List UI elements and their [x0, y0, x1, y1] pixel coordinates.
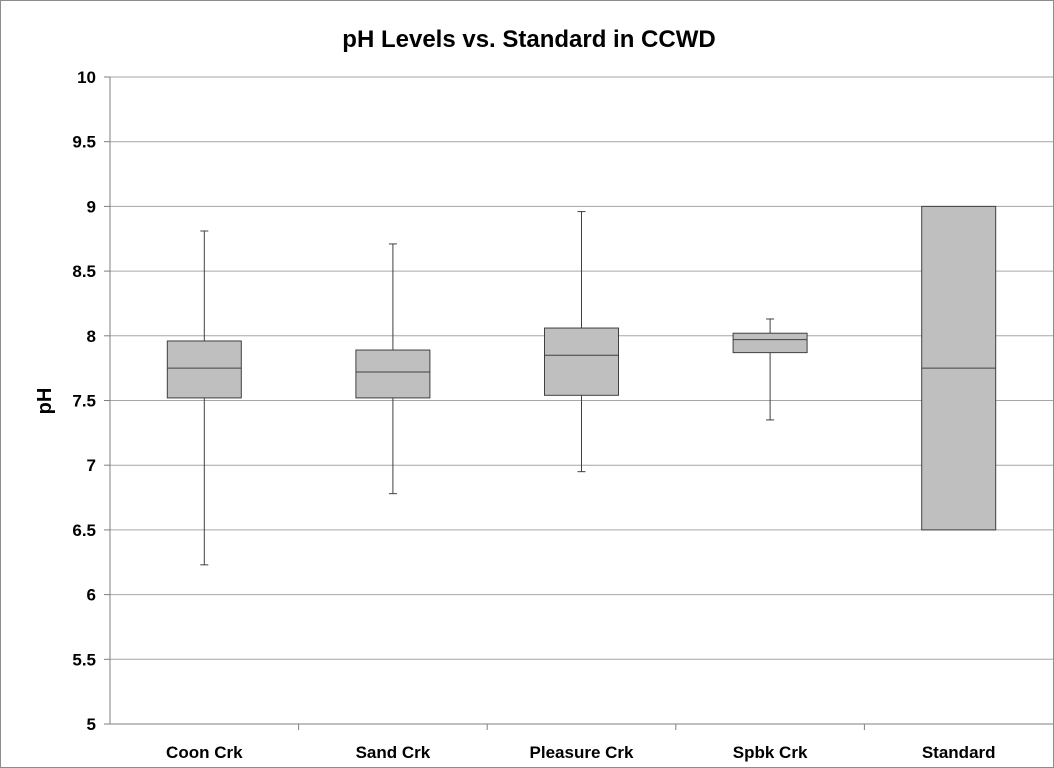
y-tick-label: 10 — [77, 68, 96, 87]
box-coon-crk — [166, 230, 242, 566]
axes — [104, 76, 1053, 730]
y-tick-labels: 5 5.5 6 6.5 7 7.5 8 8.5 9 9.5 10 — [72, 68, 96, 734]
x-tick-label: Pleasure Crk — [530, 743, 634, 762]
x-tick-label: Coon Crk — [166, 743, 243, 762]
box-sand-crk — [355, 243, 431, 495]
y-tick-label: 6.5 — [72, 521, 96, 540]
y-tick-label: 8.5 — [72, 262, 96, 281]
box-standard — [921, 205, 997, 531]
box-body — [732, 332, 808, 354]
y-tick-label: 9 — [87, 197, 96, 216]
box-body — [544, 327, 619, 396]
x-tick-labels: Coon Crk Sand Crk Pleasure Crk Spbk Crk Stan… — [166, 743, 995, 762]
y-tick-label: 9.5 — [72, 133, 96, 152]
y-tick-label: 6 — [87, 586, 96, 605]
y-tick-label: 7 — [87, 456, 96, 475]
box-body — [355, 349, 431, 399]
x-tick-label: Sand Crk — [356, 743, 431, 762]
box-pleasure-crk — [544, 211, 619, 473]
box-series — [166, 205, 997, 566]
box-spbk-crk — [732, 318, 808, 421]
y-tick-label: 5 — [87, 715, 96, 734]
chart-title: pH Levels vs. Standard in CCWD — [342, 26, 715, 53]
x-tick-label: Spbk Crk — [733, 743, 808, 762]
y-tick-label: 8 — [87, 327, 96, 346]
y-tick-label: 5.5 — [72, 650, 96, 669]
box-body — [166, 340, 242, 399]
y-tick-label: 7.5 — [72, 392, 96, 411]
y-axis-title: pH — [34, 388, 56, 415]
x-tick-label: Standard — [922, 743, 996, 762]
